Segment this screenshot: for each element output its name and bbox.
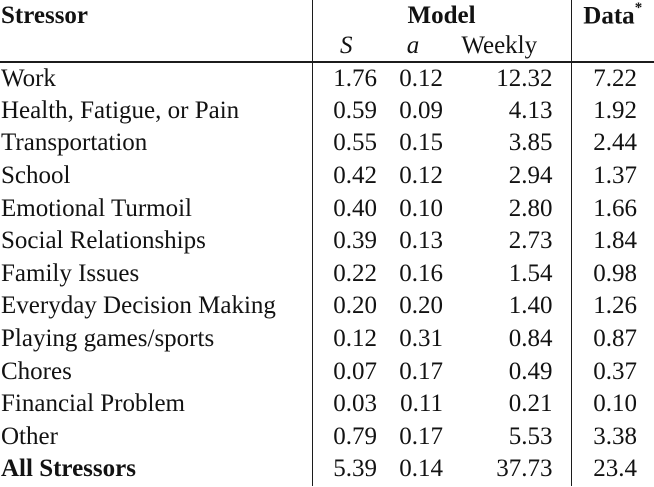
stressor-cell: Social Relationships	[1, 227, 206, 255]
column-header-s: S	[311, 31, 380, 63]
data-value-cell: 0.98	[570, 257, 654, 291]
data-value-cell: 0.37	[570, 355, 654, 388]
stressor-cell: Everyday Decision Making	[1, 292, 276, 320]
weekly-value-cell: 12.32	[496, 64, 553, 92]
a-value-cell: 0.14	[399, 455, 443, 483]
weekly-value-cell: 1.40	[508, 292, 553, 320]
s-value-cell: 0.07	[311, 355, 380, 388]
data-value-cell: 2.44	[570, 127, 654, 160]
table-row: Other 0.79 0.17 5.53 3.38	[0, 420, 654, 454]
a-value-cell: 0.12	[399, 64, 443, 92]
table-row: Everyday Decision Making 0.20 0.20 1.40 1.26	[0, 290, 654, 323]
s-value-cell: 5.39	[311, 453, 380, 486]
data-value-cell: 1.84	[570, 224, 654, 258]
column-header-data: Data*	[570, 0, 654, 31]
table-row: All Stressors 5.39 0.14 37.73 23.4	[0, 453, 654, 486]
data-value-cell: 1.66	[570, 192, 654, 225]
table-row: Transportation 0.55 0.15 3.85 2.44	[0, 127, 654, 160]
weekly-value-cell: 0.21	[508, 390, 553, 418]
a-value-cell: 0.15	[399, 129, 443, 157]
weekly-value-cell: 1.54	[508, 259, 553, 287]
data-value-cell: 0.87	[570, 322, 654, 356]
stressor-cell: Other	[1, 422, 58, 450]
s-value-cell: 0.42	[311, 159, 380, 193]
a-value-cell: 0.17	[399, 422, 443, 450]
stressor-cell: All Stressors	[1, 455, 136, 483]
s-value-cell: 0.79	[311, 420, 380, 454]
empty-header-cell	[0, 31, 312, 63]
weekly-value-cell: 3.85	[508, 129, 553, 157]
weekly-value-cell: 0.84	[508, 325, 553, 353]
table-header: Stressor Model Data* S a Weekly	[0, 0, 654, 63]
column-header-weekly: Weekly	[446, 31, 571, 63]
table-row: Financial Problem 0.03 0.11 0.21 0.10	[0, 387, 654, 421]
data-value-cell: 1.37	[570, 159, 654, 193]
a-value-cell: 0.31	[399, 325, 443, 353]
weekly-value-cell: 2.73	[508, 227, 553, 255]
table-row: Health, Fatigue, or Pain 0.59 0.09 4.13 1.92	[0, 94, 654, 128]
empty-header-cell-data	[570, 31, 654, 63]
data-value-cell: 23.4	[570, 453, 654, 486]
data-value-cell: 3.38	[570, 420, 654, 454]
weekly-value-cell: 2.94	[508, 162, 553, 190]
s-value-cell: 1.76	[311, 62, 380, 95]
s-value-cell: 0.12	[311, 322, 380, 356]
stressor-cell: Health, Fatigue, or Pain	[1, 96, 240, 124]
stressor-cell: Financial Problem	[1, 390, 185, 418]
table-row: Chores 0.07 0.17 0.49 0.37	[0, 355, 654, 388]
s-value-cell: 0.59	[311, 94, 380, 128]
stressor-cell: Transportation	[1, 129, 148, 157]
a-value-cell: 0.12	[399, 162, 443, 190]
column-header-a: a	[380, 31, 446, 63]
stressor-cell: Work	[1, 64, 56, 92]
table-row: Playing games/sports 0.12 0.31 0.84 0.87	[0, 322, 654, 356]
a-value-cell: 0.11	[400, 390, 443, 418]
stressor-cell: Family Issues	[1, 259, 140, 287]
data-value-cell: 1.92	[570, 94, 654, 128]
table-body: Work 1.76 0.12 12.32 7.22 Health, Fatigue, or…	[0, 62, 654, 486]
stressor-cell: School	[1, 162, 71, 190]
s-value-cell: 0.40	[311, 192, 380, 225]
column-header-stressor: Stressor	[1, 2, 89, 29]
a-value-cell: 0.20	[399, 292, 443, 320]
a-value-cell: 0.16	[399, 259, 443, 287]
a-value-cell: 0.17	[399, 357, 443, 385]
weekly-value-cell: 5.53	[508, 422, 553, 450]
table-row: Work 1.76 0.12 12.32 7.22	[0, 62, 654, 95]
stressor-cell: Chores	[1, 357, 72, 385]
a-value-cell: 0.13	[399, 227, 443, 255]
table-row: School 0.42 0.12 2.94 1.37	[0, 159, 654, 193]
column-group-header-model: Model	[311, 0, 571, 31]
data-value-cell: 7.22	[570, 62, 654, 95]
stressor-cell: Playing games/sports	[1, 325, 215, 353]
data-header-text: Data	[583, 2, 635, 30]
table-row: Social Relationships 0.39 0.13 2.73 1.84	[0, 224, 654, 258]
weekly-value-cell: 37.73	[496, 455, 553, 483]
header-row-groups: Stressor Model Data*	[0, 0, 654, 31]
s-value-cell: 0.39	[311, 224, 380, 258]
a-value-cell: 0.09	[399, 96, 443, 124]
data-value-cell: 0.10	[570, 387, 654, 421]
s-value-cell: 0.22	[311, 257, 380, 291]
table-row: Emotional Turmoil 0.40 0.10 2.80 1.66	[0, 192, 654, 225]
weekly-value-cell: 2.80	[508, 194, 553, 222]
table-row: Family Issues 0.22 0.16 1.54 0.98	[0, 257, 654, 291]
s-value-cell: 0.20	[311, 290, 380, 323]
data-value-cell: 1.26	[570, 290, 654, 323]
stressor-cell: Emotional Turmoil	[1, 194, 193, 222]
s-value-cell: 0.03	[311, 387, 380, 421]
weekly-value-cell: 0.49	[508, 357, 553, 385]
header-row-subcolumns: S a Weekly	[0, 31, 654, 63]
data-header-asterisk: *	[634, 0, 643, 16]
a-value-cell: 0.10	[399, 194, 443, 222]
weekly-value-cell: 4.13	[508, 96, 553, 124]
s-value-cell: 0.55	[311, 127, 380, 160]
